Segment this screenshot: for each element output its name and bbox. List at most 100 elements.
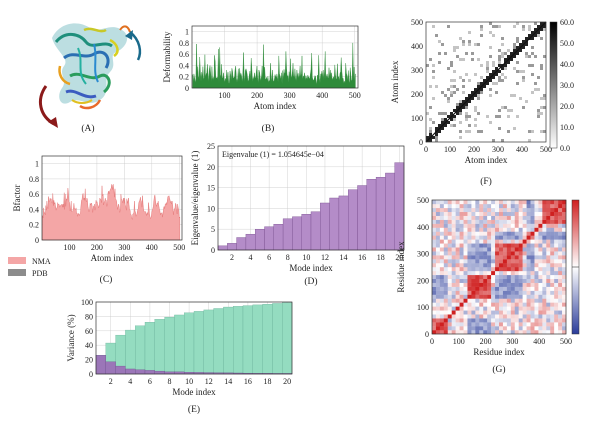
correlation-map-cell [451, 322, 456, 327]
correlation-map-cell [447, 326, 452, 331]
correlation-map-cell [479, 310, 484, 315]
covariance-map-cell [495, 73, 498, 76]
covariance-colorbar-label: 50.0 [560, 39, 574, 48]
correlation-map-cell [495, 215, 500, 220]
covariance-map-cell [474, 94, 477, 97]
correlation-map-cell [514, 263, 519, 268]
correlation-map-cell [483, 239, 488, 244]
correlation-map-cell [435, 322, 441, 327]
correlation-map-cell [435, 294, 441, 299]
correlation-map-cell [443, 239, 448, 244]
correlation-map-cell [522, 267, 527, 272]
eigen-bar [385, 172, 395, 251]
correlation-map-cell [502, 200, 508, 205]
correlation-map-cell [483, 302, 488, 307]
correlation-map-cell [499, 286, 504, 291]
correlation-map-cell [514, 330, 519, 335]
covariance-map-cell [468, 79, 471, 82]
covariance-map-cell [456, 55, 459, 58]
correlation-map-cell [546, 219, 551, 224]
correlation-map-cell [499, 330, 504, 335]
correlation-map-cell [459, 310, 464, 315]
variance-x-tick-label: 12 [205, 377, 213, 386]
correlation-map-cell [443, 251, 448, 256]
correlation-map-cell [502, 251, 508, 256]
correlation-map-cell [530, 302, 535, 307]
covariance-map-cell [447, 115, 450, 118]
correlation-map-cell [432, 227, 437, 232]
correlation-map-cell [534, 235, 539, 240]
correlation-map-cell [467, 215, 472, 220]
variance-x-axis-label: Mode index [172, 387, 216, 397]
covariance-map-cell [432, 76, 435, 79]
correlation-map-cell [538, 263, 543, 268]
correlation-map-cell [479, 203, 484, 209]
correlation-map-cell [463, 215, 468, 220]
panel-a-protein-structure: (A) [38, 23, 142, 134]
correlation-map-cell [522, 211, 527, 216]
correlation-map-cell [499, 326, 504, 331]
correlation-map-cell [522, 235, 527, 240]
correlation-map-cell [514, 286, 519, 291]
correlation-map-cell [432, 219, 437, 224]
correlation-map-cell [518, 219, 523, 224]
covariance-map-cell [498, 64, 501, 67]
covariance-map-cell [477, 91, 480, 94]
correlation-map-cell [467, 278, 472, 283]
covariance-map-cell [471, 91, 474, 94]
correlation-map-cell [518, 227, 523, 232]
covariance-x-tick-label: 100 [444, 145, 456, 154]
correlation-map-cell [487, 274, 492, 280]
variance-cumulative-bar [164, 316, 175, 375]
deformability-y-tick-label: 0.2 [179, 73, 189, 82]
correlation-map-cell [502, 286, 508, 291]
correlation-map-cell [451, 231, 456, 236]
correlation-map-cell [510, 330, 515, 335]
covariance-map-cell [498, 58, 501, 61]
correlation-map-cell [459, 290, 464, 295]
covariance-map-cell [519, 43, 522, 46]
correlation-map-cell [530, 243, 535, 248]
covariance-map-cell [432, 136, 435, 139]
correlation-map-cell [534, 243, 539, 248]
correlation-map-cell [471, 259, 476, 264]
covariance-x-axis-label: Atom index [465, 155, 508, 165]
covariance-map-cell [459, 100, 462, 103]
bfactor-x-tick-label: 500 [173, 243, 185, 252]
correlation-map-cell [538, 243, 543, 248]
covariance-map-cell [477, 85, 480, 88]
correlation-map-cell [502, 235, 508, 240]
correlation-map-cell [550, 215, 555, 220]
correlation-map-cell [562, 247, 567, 252]
correlation-map-cell [439, 251, 445, 256]
correlation-map-cell [502, 243, 508, 248]
covariance-map-cell [465, 118, 468, 121]
covariance-map-cell [540, 64, 543, 67]
correlation-map-cell [471, 267, 476, 272]
correlation-map-cell [526, 294, 531, 299]
correlation-map-cell [526, 235, 531, 240]
correlation-map-cell [514, 231, 519, 236]
correlation-map-cell [467, 223, 472, 228]
correlation-map-cell [554, 239, 559, 244]
correlation-map-cell [487, 267, 492, 272]
correlation-map-cell [475, 239, 480, 244]
covariance-map-cell [441, 112, 444, 115]
correlation-map-cell [443, 243, 448, 248]
correlation-map-cell [463, 235, 468, 240]
bfactor-series-area [42, 183, 181, 241]
correlation-map-cell [463, 322, 468, 327]
correlation-map-cell [439, 239, 445, 244]
correlation-map-cell [475, 267, 480, 272]
variance-cumulative-bar [193, 311, 204, 375]
correlation-map-cell [514, 298, 519, 303]
correlation-map-cell [479, 270, 484, 276]
covariance-map-cell [534, 34, 537, 37]
correlation-map-cell [463, 310, 468, 315]
correlation-map-cell [522, 290, 527, 295]
correlation-map-cell [538, 274, 543, 280]
correlation-map-cell [459, 278, 464, 283]
correlation-map-cell [447, 215, 452, 220]
deformability-x-tick-label: 500 [349, 91, 361, 100]
correlation-map-cell [514, 322, 519, 327]
